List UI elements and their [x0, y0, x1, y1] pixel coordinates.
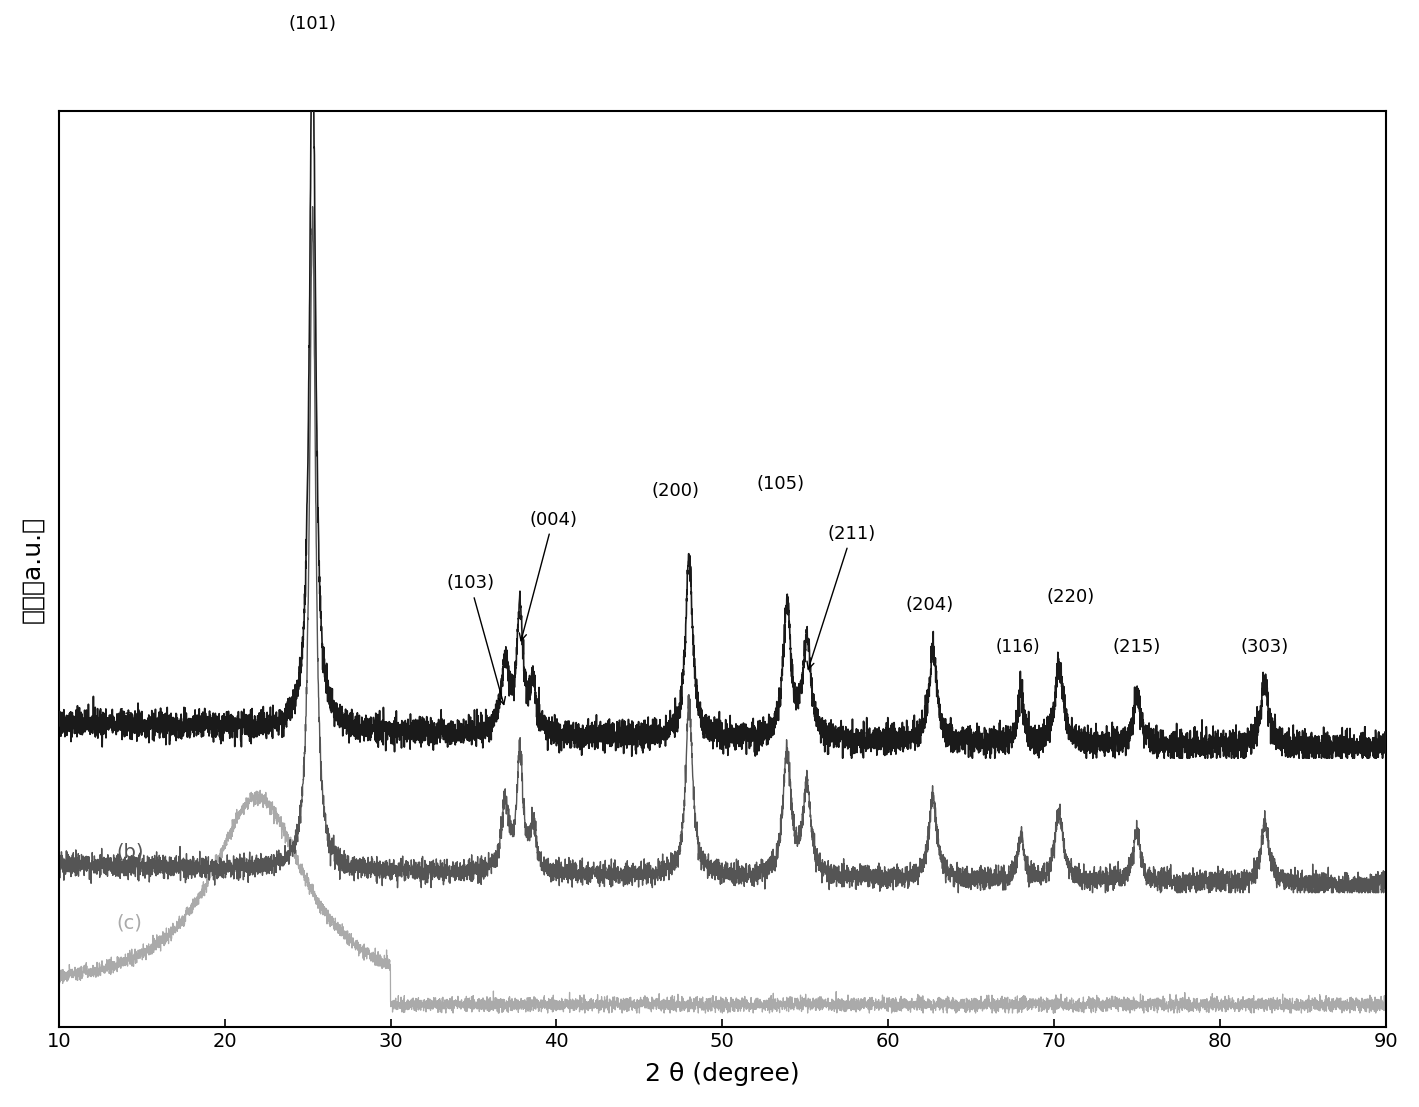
Text: (116): (116): [995, 638, 1040, 656]
Text: (c): (c): [116, 913, 143, 932]
Text: (220): (220): [1047, 589, 1095, 607]
Text: (215): (215): [1112, 638, 1161, 656]
Text: (204): (204): [905, 596, 954, 613]
Y-axis label: 强度（a.u.）: 强度（a.u.）: [21, 516, 45, 623]
Text: (101): (101): [288, 15, 336, 33]
Text: (b): (b): [116, 842, 145, 861]
Text: (103): (103): [446, 575, 505, 704]
Text: (105): (105): [756, 475, 805, 494]
X-axis label: 2 θ (degree): 2 θ (degree): [646, 1063, 799, 1086]
Text: (303): (303): [1240, 638, 1288, 656]
Text: (004): (004): [519, 510, 578, 641]
Text: (211): (211): [807, 525, 876, 669]
Text: (a): (a): [116, 707, 143, 727]
Text: (200): (200): [651, 483, 700, 500]
